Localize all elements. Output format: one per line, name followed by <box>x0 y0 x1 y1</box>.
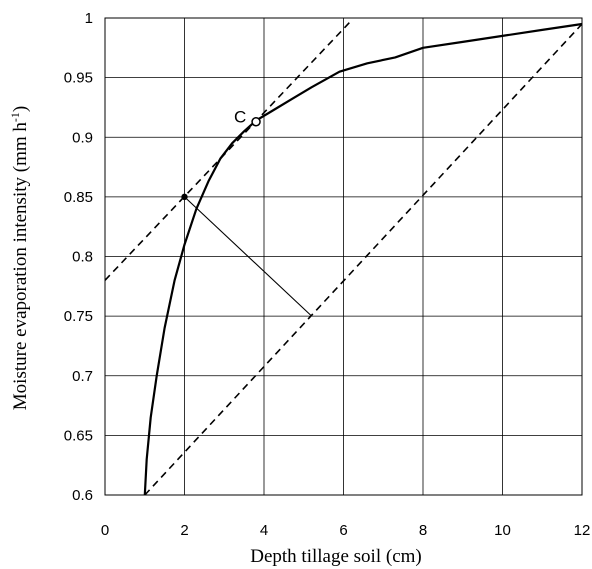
y-tick-label: 0.85 <box>64 189 93 206</box>
x-tick-label: 0 <box>101 522 109 539</box>
y-axis-title-sup: -1 <box>8 112 22 122</box>
y-tick-labels: 0.6 0.65 0.7 0.75 0.8 0.85 0.9 0.95 1 <box>64 10 93 504</box>
series-line-2 <box>104 19 353 281</box>
point-marker-c <box>251 116 261 127</box>
y-tick-label: 0.9 <box>72 129 93 146</box>
annotation-points: C <box>181 108 261 201</box>
y-tick-label: 1 <box>85 10 93 27</box>
series-layer <box>104 19 583 496</box>
point-label-c: C <box>234 108 246 127</box>
y-tick-label: 0.65 <box>64 427 93 444</box>
plot-frame <box>104 17 583 496</box>
x-tick-label: 8 <box>419 522 427 539</box>
y-tick-label: 0.8 <box>72 249 93 266</box>
y-tick-label: 0.95 <box>64 70 93 87</box>
series-line-4 <box>184 196 313 317</box>
y-tick-label: 0.6 <box>72 487 93 504</box>
y-axis-title: Moisture evaporation intensity (mm h-1) <box>8 106 31 410</box>
x-tick-label: 10 <box>494 522 511 539</box>
y-axis-title-close: ) <box>10 106 31 112</box>
x-tick-label: 12 <box>574 522 591 539</box>
y-tick-label: 0.75 <box>64 308 93 325</box>
x-tick-label: 4 <box>260 522 268 539</box>
x-tick-labels: 0 2 4 6 8 10 12 <box>101 522 591 539</box>
grid <box>104 17 583 496</box>
y-axis-title-main: Moisture evaporation intensity (mm h <box>10 122 31 411</box>
point-marker-filled <box>181 193 188 201</box>
x-axis-title: Depth tillage soil (cm) <box>250 546 421 567</box>
series-line-1 <box>143 22 583 496</box>
x-tick-label: 2 <box>180 522 188 539</box>
series-line-3 <box>144 23 583 496</box>
x-tick-label: 6 <box>339 522 347 539</box>
y-tick-label: 0.7 <box>72 368 93 385</box>
